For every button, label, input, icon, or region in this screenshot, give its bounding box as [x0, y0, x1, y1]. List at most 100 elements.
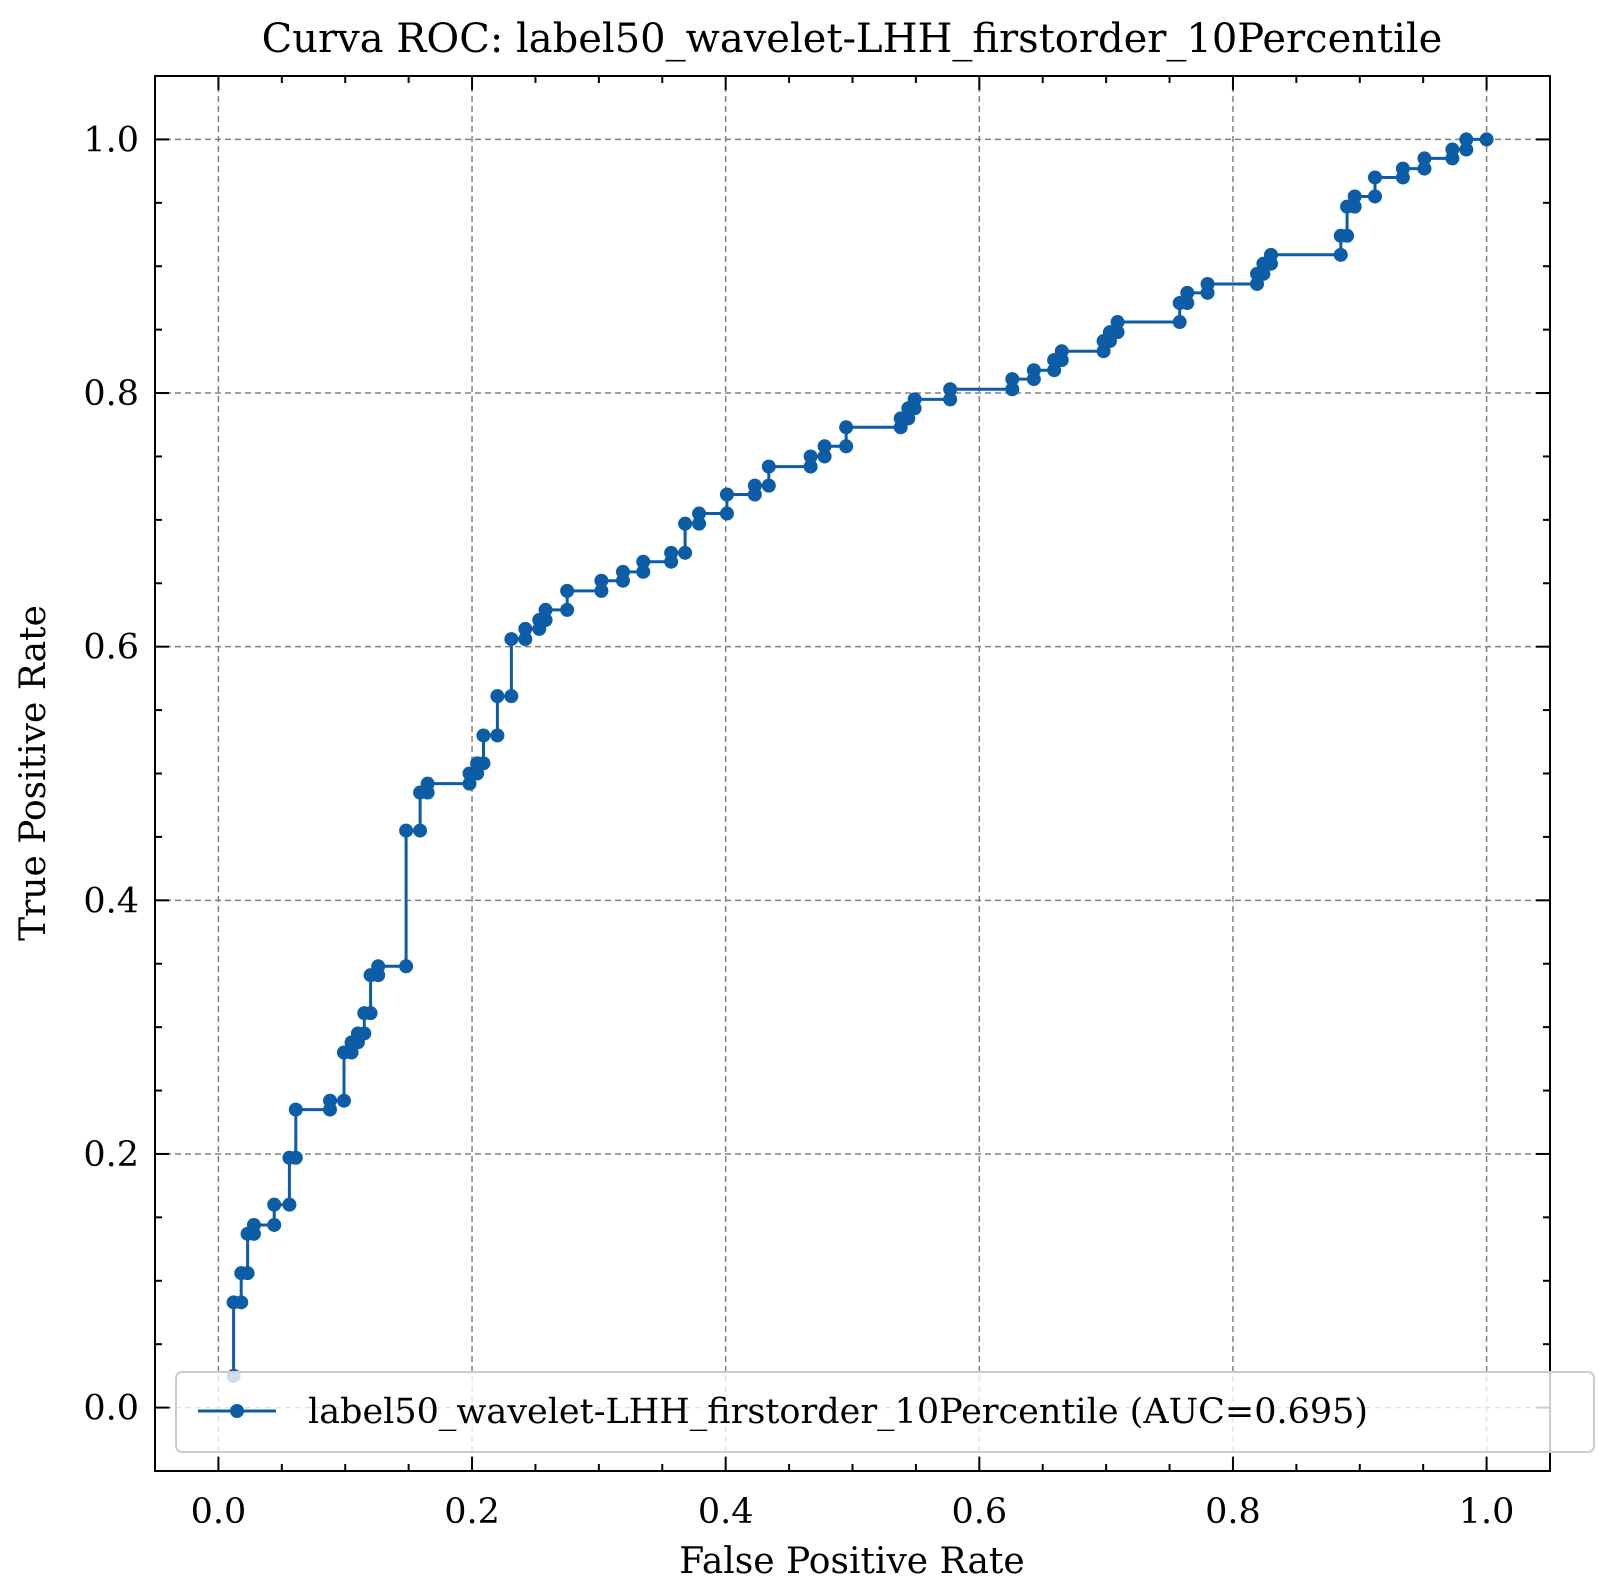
chart-title: Curva ROC: label50_wavelet-LHH_firstorde… [262, 16, 1443, 62]
roc-point [1395, 161, 1410, 176]
roc-point [761, 478, 776, 493]
roc-point [538, 602, 553, 617]
roc-point [817, 449, 832, 464]
roc-point [538, 613, 553, 628]
x-tick-labels: 0.0 0.2 0.4 0.6 0.8 1.0 [191, 1492, 1515, 1532]
roc-point [476, 728, 491, 743]
roc-point [336, 1093, 351, 1108]
roc-point [901, 411, 916, 426]
roc-point [504, 632, 519, 647]
y-tick-label: 1.0 [83, 120, 139, 160]
roc-point [234, 1295, 249, 1310]
roc-point [803, 459, 818, 474]
roc-point [594, 583, 609, 598]
roc-point [490, 728, 505, 743]
roc-point [594, 573, 609, 588]
x-tick-label: 0.0 [191, 1492, 247, 1532]
roc-point [1347, 189, 1362, 204]
y-tick-label: 0.2 [83, 1135, 139, 1175]
roc-point [1096, 344, 1111, 359]
roc-point [323, 1093, 338, 1108]
roc-point [1047, 363, 1062, 378]
roc-point [719, 487, 734, 502]
roc-point [719, 506, 734, 521]
roc-point [636, 554, 651, 569]
roc-point [1417, 161, 1432, 176]
roc-point [240, 1266, 255, 1281]
roc-point [246, 1217, 261, 1232]
grid-lines [155, 76, 1550, 1471]
roc-point [1026, 363, 1041, 378]
legend-label: label50_wavelet-LHH_firstorder_10Percent… [308, 1392, 1368, 1432]
roc-point [560, 583, 575, 598]
roc-point [1172, 315, 1187, 330]
x-tick-label: 0.4 [698, 1492, 754, 1532]
roc-point [288, 1150, 303, 1165]
roc-point [1367, 189, 1382, 204]
roc-point [1005, 382, 1020, 397]
roc-point [1054, 344, 1069, 359]
roc-point [664, 545, 679, 560]
roc-point [692, 506, 707, 521]
roc-point [1110, 325, 1125, 340]
legend-marker-sample [230, 1404, 244, 1418]
roc-point [363, 1006, 378, 1021]
roc-point [371, 959, 386, 974]
roc-point [490, 689, 505, 704]
roc-point [420, 776, 435, 791]
roc-point [1445, 142, 1460, 157]
roc-point [470, 766, 485, 781]
roc-point [943, 392, 958, 407]
roc-point [692, 516, 707, 531]
roc-point [839, 420, 854, 435]
roc-point [817, 439, 832, 454]
roc-point [907, 392, 922, 407]
roc-point [1110, 315, 1125, 330]
roc-point [1459, 142, 1474, 157]
x-axis-label: False Positive Rate [679, 1541, 1024, 1582]
roc-curve-line [232, 137, 1487, 1376]
y-tick-label: 0.4 [83, 881, 139, 921]
roc-point [288, 1102, 303, 1117]
roc-point [1264, 247, 1278, 262]
roc-point [761, 459, 776, 474]
roc-point [839, 439, 854, 454]
roc-point [615, 564, 630, 579]
roc-point [413, 823, 428, 838]
roc-point [267, 1197, 282, 1212]
roc-point [1005, 372, 1020, 387]
roc-point [560, 602, 575, 617]
roc-point [504, 689, 519, 704]
roc-point [1479, 132, 1494, 147]
y-tick-label: 0.8 [83, 374, 139, 414]
roc-point [1367, 170, 1382, 185]
roc-point [1200, 276, 1215, 291]
roc-point [678, 545, 693, 560]
roc-point [344, 1045, 359, 1060]
roc-point [462, 776, 477, 791]
roc-point [943, 382, 958, 397]
roc-point [678, 516, 693, 531]
y-axis-label: True Positive Rate [13, 605, 54, 941]
plot-frame [154, 75, 1551, 1472]
roc-point [282, 1197, 297, 1212]
legend-box [175, 1371, 1595, 1453]
roc-point [518, 632, 533, 647]
x-tick-label: 0.2 [444, 1492, 500, 1532]
roc-point [1333, 247, 1348, 262]
roc-point [476, 756, 491, 771]
roc-point [1250, 276, 1265, 291]
roc-point [803, 449, 818, 464]
x-tick-label: 0.8 [1205, 1492, 1261, 1532]
roc-point [399, 823, 414, 838]
roc-point [399, 959, 414, 974]
roc-point [1256, 266, 1271, 281]
roc-point [1180, 285, 1195, 300]
x-tick-label: 0.6 [951, 1492, 1007, 1532]
roc-point [636, 564, 651, 579]
roc-point [357, 1026, 372, 1041]
axis-ticks [155, 76, 1550, 1471]
y-tick-label: 0.6 [83, 628, 139, 668]
roc-point [747, 478, 762, 493]
